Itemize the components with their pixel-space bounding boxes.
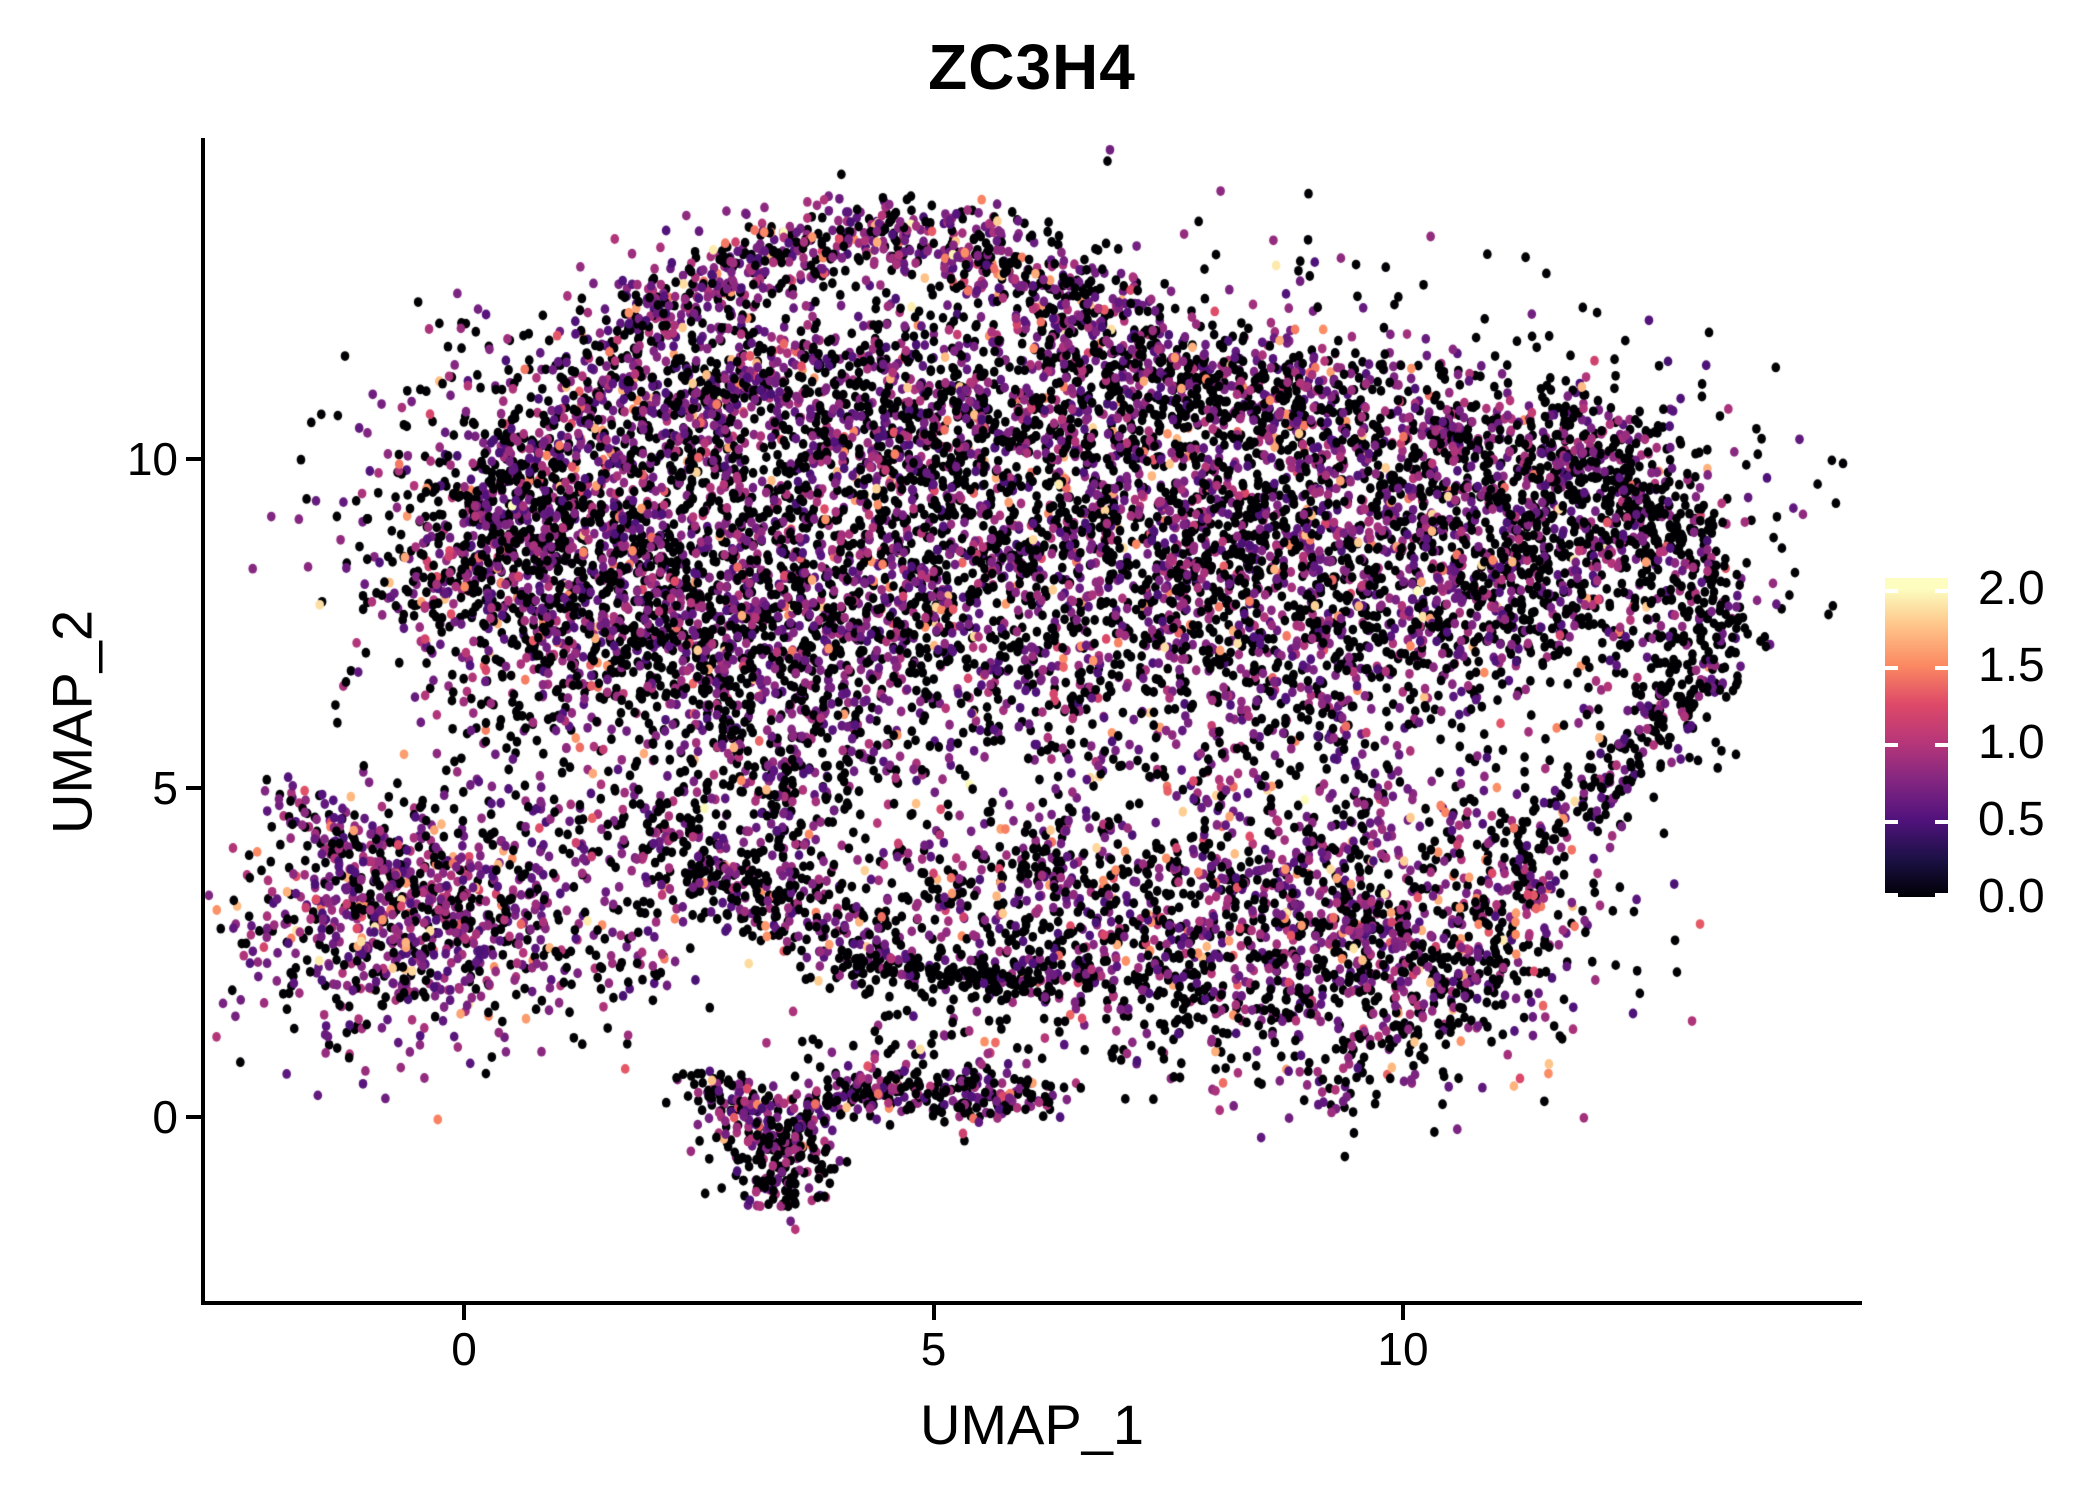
- x-tick-mark: [931, 1305, 936, 1320]
- colorbar-tick-mark: [1885, 893, 1898, 897]
- x-tick-label: 0: [451, 1323, 477, 1375]
- colorbar-tick-mark: [1935, 588, 1948, 593]
- y-tick-mark: [186, 786, 201, 790]
- colorbar-tick-mark: [1935, 819, 1948, 824]
- x-tick-mark: [462, 1305, 466, 1320]
- x-tick-mark: [1401, 1305, 1405, 1320]
- y-tick-label: 5: [152, 762, 178, 814]
- colorbar-tick-label: 0.5: [1978, 792, 2045, 846]
- x-tick-label: 10: [1377, 1323, 1429, 1375]
- x-axis-label: UMAP_1: [919, 1393, 1145, 1456]
- colorbar-tick-mark: [1885, 665, 1898, 670]
- colorbar-tick-label: 1.0: [1978, 715, 2045, 769]
- colorbar-tick-label: 0.0: [1978, 870, 2045, 923]
- y-tick-mark: [186, 1115, 201, 1119]
- colorbar-tick-mark: [1935, 742, 1948, 747]
- x-axis-spine: [201, 1301, 1862, 1305]
- x-tick-label: 5: [920, 1323, 947, 1375]
- colorbar-tick-mark: [1885, 588, 1898, 593]
- y-tick-label: 10: [126, 433, 178, 485]
- plot-title: ZC3H4: [928, 31, 1136, 103]
- y-tick-mark: [186, 457, 201, 461]
- colorbar-tick-mark: [1885, 819, 1898, 824]
- colorbar-tick-label: 1.5: [1978, 638, 2045, 692]
- colorbar-tick-mark: [1885, 742, 1898, 747]
- colorbar-tick-mark: [1935, 893, 1948, 897]
- colorbar-tick-mark: [1935, 665, 1948, 670]
- colorbar-gradient: [1885, 578, 1948, 897]
- y-tick-label: 0: [152, 1091, 178, 1143]
- colorbar-tick-label: 2.0: [1978, 561, 2045, 615]
- y-axis-spine: [201, 138, 205, 1305]
